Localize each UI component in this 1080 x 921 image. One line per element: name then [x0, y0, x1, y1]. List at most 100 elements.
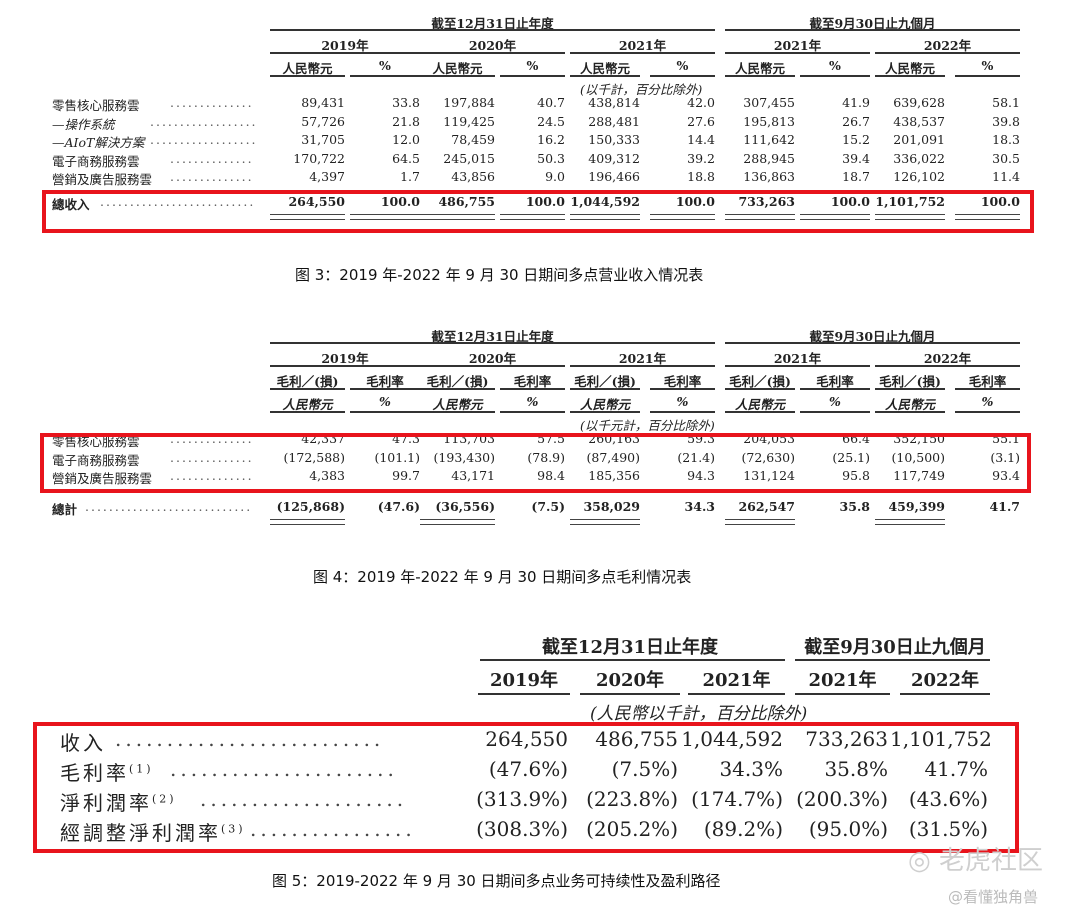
row-label: 零售核心服務雲 — [52, 98, 140, 113]
row-label: 淨利潤率(2) — [60, 787, 177, 816]
footnote-marker: (1) — [129, 762, 154, 776]
table-cell: (7.5%) — [611, 757, 678, 781]
divider — [725, 342, 1020, 344]
total-cell: 100.0 — [380, 193, 420, 209]
divider — [270, 342, 715, 344]
leader-dots: .......................... — [100, 193, 256, 209]
table-cell: 24.5 — [537, 113, 565, 129]
table-cell: (101.1) — [374, 449, 420, 465]
row-label: 經調整淨利潤率(3) — [60, 817, 246, 846]
table-cell: 18.7 — [842, 169, 870, 184]
table-cell: 35.8% — [824, 757, 888, 781]
table-cell: 39.2 — [687, 150, 715, 166]
table-cell: 4,383 — [309, 468, 345, 483]
column-header: 毛利率 — [816, 374, 854, 389]
divider — [875, 411, 945, 413]
table-cell: 733,263 — [805, 727, 888, 751]
table-cell: (193,430) — [433, 449, 495, 465]
row-label: 毛利率(1) — [60, 757, 154, 786]
column-header: 毛利率 — [663, 374, 702, 389]
divider — [955, 388, 1020, 390]
table-cell: 288,945 — [743, 150, 795, 166]
divider — [650, 75, 715, 77]
divider — [420, 365, 565, 367]
divider — [650, 388, 715, 390]
table-cell: (43.6%) — [908, 787, 988, 811]
double-underline — [420, 213, 495, 220]
row-label-text: 經調整淨利潤率 — [60, 821, 221, 845]
double-underline — [570, 518, 640, 525]
double-underline — [350, 213, 420, 220]
table-cell: 99.7 — [392, 468, 420, 483]
row-label-text: 淨利潤率 — [60, 791, 152, 815]
table-cell: 41.9 — [842, 95, 870, 110]
table-cell: 39.8 — [992, 113, 1020, 129]
divider — [955, 411, 1020, 413]
divider — [900, 693, 990, 695]
divider — [650, 411, 715, 413]
divider — [270, 365, 420, 367]
total-cell: 34.3 — [684, 498, 715, 514]
column-header: 毛利率 — [366, 374, 404, 389]
unit-header: % — [526, 394, 539, 409]
table-cell: (200.3%) — [796, 787, 888, 811]
table-cell: 1,101,752 — [890, 727, 992, 751]
table-cell: 50.3 — [537, 150, 565, 166]
table-cell: (223.8%) — [586, 787, 678, 811]
leader-dots: ...................... — [170, 757, 398, 781]
divider — [570, 52, 715, 54]
table-cell: 30.5 — [992, 150, 1020, 166]
divider — [725, 75, 795, 77]
table-cell: 639,628 — [893, 95, 945, 110]
footnote-marker: (3) — [221, 822, 246, 836]
table-cell: (89.2%) — [703, 817, 783, 841]
total-cell: 100.0 — [675, 193, 715, 209]
total-cell: 1,101,752 — [875, 193, 945, 209]
table-cell: 95.8 — [842, 468, 870, 483]
leader-dots: .......................... — [115, 727, 385, 751]
leader-dots: .................. — [150, 113, 258, 129]
highlight-box — [42, 190, 1034, 233]
table-cell: (78.9) — [527, 449, 565, 465]
watermark-handle: @看懂独角兽 — [948, 888, 1039, 906]
divider — [270, 388, 345, 390]
total-cell: 486,755 — [438, 193, 495, 209]
divider — [725, 388, 795, 390]
unit-header: % — [526, 58, 539, 73]
total-cell: 35.8 — [839, 498, 870, 514]
year-header: 2019年 — [321, 351, 369, 366]
table-cell: 201,091 — [893, 132, 945, 147]
double-underline — [270, 213, 345, 220]
table-cell: 4,397 — [309, 169, 345, 184]
table-cell: 18.3 — [992, 132, 1020, 147]
divider — [725, 29, 1020, 31]
table-cell: 58.1 — [992, 95, 1020, 110]
leader-dots: .............. — [170, 468, 254, 483]
table-cell: 136,863 — [743, 169, 795, 184]
table-cell: 31,705 — [301, 132, 345, 147]
total-cell: (7.5) — [531, 498, 565, 514]
unit-header: 人民幣元 — [884, 61, 935, 76]
table-cell: 150,333 — [588, 132, 640, 147]
group-header: 截至12月31日止年度 — [541, 637, 719, 658]
year-header: 2019年 — [489, 670, 559, 691]
table-cell: 26.7 — [842, 113, 870, 129]
divider — [478, 693, 570, 695]
table-cell: (205.2%) — [586, 817, 678, 841]
table-cell: 39.4 — [842, 150, 870, 166]
row-label: 營銷及廣告服務雲 — [52, 172, 153, 187]
unit-header: 人民幣元 — [884, 397, 935, 412]
table-cell: 40.7 — [537, 95, 565, 110]
table-cell: 131,124 — [743, 468, 795, 483]
table-cell: (21.4) — [677, 449, 715, 465]
double-underline — [725, 213, 795, 220]
unit-header: % — [829, 58, 841, 73]
table-cell: 16.2 — [537, 132, 565, 147]
table-cell: (47.6%) — [488, 757, 568, 781]
double-underline — [725, 518, 795, 525]
table-cell: 15.2 — [842, 132, 870, 147]
divider — [955, 75, 1020, 77]
divider — [570, 365, 715, 367]
unit-header: 人民幣元 — [432, 61, 483, 76]
table-cell: 170,722 — [293, 150, 345, 166]
